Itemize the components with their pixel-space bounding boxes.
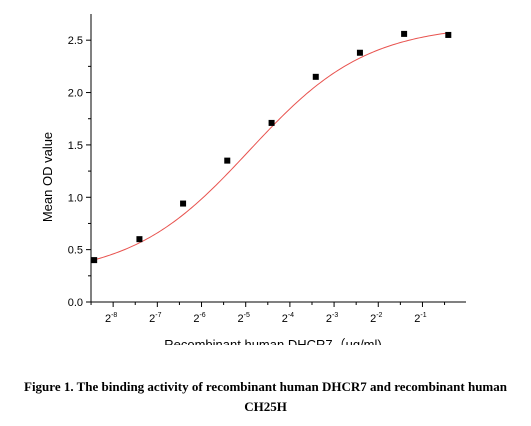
data-point	[136, 236, 143, 243]
data-point	[180, 200, 187, 207]
data-point	[356, 49, 363, 56]
x-tick-label: 2-6	[193, 312, 205, 325]
x-tick-label: 2-7	[149, 312, 161, 325]
y-tick-label: 2.5	[68, 35, 83, 47]
y-tick-label: 0.5	[68, 245, 83, 257]
data-point	[91, 257, 98, 264]
data-point	[312, 73, 319, 80]
data-point	[224, 157, 231, 164]
caption-line-2: CH25H	[244, 399, 287, 414]
chart: 0.0 0.5 1.0 1.5 2.0 2.5 2-8 2-7 2-6 2-5 2-4 2-3 2-2 2…	[40, 14, 466, 345]
caption-line-1: Figure 1. The binding activity of recomb…	[24, 379, 507, 394]
y-axis-label: Mean OD value	[40, 132, 55, 222]
x-tick-label: 2-3	[326, 312, 338, 325]
y-tick-label: 1.5	[68, 140, 83, 152]
x-tick-label: 2-4	[282, 312, 294, 325]
x-tick-label: 2-8	[105, 312, 117, 325]
data-points	[91, 30, 452, 264]
data-point	[268, 119, 275, 126]
fit-curve	[94, 32, 449, 261]
y-tick-label: 2.0	[68, 88, 83, 100]
x-axis-label: Recombinant human DHCR7（ug/ml)	[164, 337, 381, 345]
data-point	[445, 31, 452, 38]
y-tick-label: 0.0	[68, 297, 83, 309]
data-point	[401, 30, 408, 37]
figure-caption: Figure 1. The binding activity of recomb…	[0, 377, 531, 417]
x-tick-label: 2-1	[414, 312, 426, 325]
axes: 0.0 0.5 1.0 1.5 2.0 2.5 2-8 2-7 2-6 2-5 2-4 2-3 2-2 2…	[68, 14, 466, 325]
x-tick-label: 2-2	[370, 312, 382, 325]
x-tick-label: 2-5	[238, 312, 250, 325]
y-tick-label: 1.0	[68, 192, 83, 204]
